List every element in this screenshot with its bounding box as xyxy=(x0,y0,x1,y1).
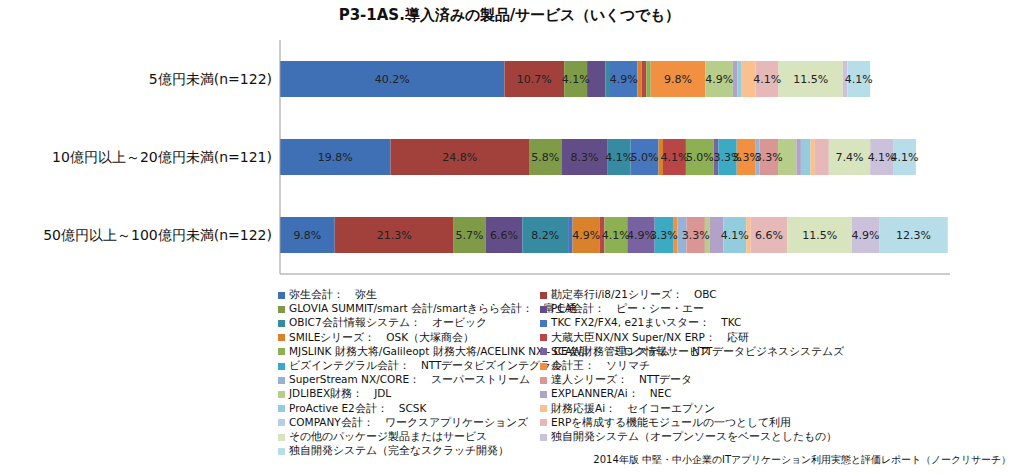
svg-text:10億円以上～20億円未満(n=121): 10億円以上～20億円未満(n=121) xyxy=(52,149,272,165)
svg-text:11.5%: 11.5% xyxy=(793,73,828,86)
html-text:2014年版 中堅・中小企業のITアプリケーション利用実態と: 2014年版 中堅・中小企業のITアプリケーション利用実態と評価レポート（ノーク… xyxy=(593,454,1011,465)
svg-text:9.8%: 9.8% xyxy=(664,73,692,86)
svg-text:5.8%: 5.8% xyxy=(531,151,559,164)
svg-text:5億円未満(n=122): 5億円未満(n=122) xyxy=(149,71,272,87)
svg-text:5.0%: 5.0% xyxy=(631,151,659,164)
svg-text:7.4%: 7.4% xyxy=(836,151,864,164)
svg-text:3.3%: 3.3% xyxy=(732,150,760,164)
html-text:財務応援Ai： セイコーエプソン: 財務応援Ai： セイコーエプソン xyxy=(551,401,716,414)
html-text:ProActive E2会計： SCSK: ProActive E2会計： SCSK xyxy=(289,401,427,414)
html-text:ERPを構成する機能モジュールの一つとして利用: ERPを構成する機能モジュールの一つとして利用 xyxy=(551,415,792,428)
svg-text:4.1%: 4.1% xyxy=(891,151,919,164)
svg-text:9.8%: 9.8% xyxy=(293,229,321,242)
html-text:勘定奉行i/i8/21シリーズ： OBC: 勘定奉行i/i8/21シリーズ： OBC xyxy=(551,288,717,300)
html-text:その他のパッケージ製品またはサービス: その他のパッケージ製品またはサービス xyxy=(289,430,487,442)
svg-text:4.1%: 4.1% xyxy=(562,73,590,86)
svg-text:21.3%: 21.3% xyxy=(377,229,412,242)
svg-text:4.1%: 4.1% xyxy=(845,73,873,86)
html-text:GLOVIA SUMMIT/smart 会計/smartきら: GLOVIA SUMMIT/smart 会計/smartきらら会計： 富士通 xyxy=(289,302,577,315)
svg-text:8.3%: 8.3% xyxy=(571,151,599,164)
html-text:SCAW財務管理システム： NTTデータビジネスシステムズ: SCAW財務管理システム： NTTデータビジネスシステムズ xyxy=(551,344,845,357)
html-text:弥生会計： 弥生: 弥生会計： 弥生 xyxy=(289,288,377,300)
svg-text:5.0%: 5.0% xyxy=(686,151,714,164)
svg-text:3.3%: 3.3% xyxy=(682,229,710,242)
svg-text:5.7%: 5.7% xyxy=(456,229,484,242)
svg-text:4.9%: 4.9% xyxy=(610,73,638,86)
svg-text:40.2%: 40.2% xyxy=(375,73,410,86)
svg-text:4.1%: 4.1% xyxy=(721,229,749,242)
html-text:JDLIBEX財務： JDL: JDLIBEX財務： JDL xyxy=(289,387,392,400)
html-text:P3-1AS.導入済みの製品/サービス（いくつでも）: P3-1AS.導入済みの製品/サービス（いくつでも） xyxy=(338,6,681,24)
svg-text:3.3%: 3.3% xyxy=(650,229,678,242)
html-text:独自開発システム（完全なスクラッチ開発）: 独自開発システム（完全なスクラッチ開発） xyxy=(289,444,509,457)
svg-text:24.8%: 24.8% xyxy=(442,151,477,164)
html-text:MJSLINK 財務大将/Galileopt 財務大将/AC: MJSLINK 財務大将/Galileopt 財務大将/ACELINK NX -… xyxy=(289,344,711,357)
svg-text:6.6%: 6.6% xyxy=(755,229,783,242)
svg-text:12.3%: 12.3% xyxy=(896,229,931,242)
html-text:会計王： ソリマチ: 会計王： ソリマチ xyxy=(551,359,650,371)
svg-text:3.3%: 3.3% xyxy=(713,150,742,164)
svg-text:10.7%: 10.7% xyxy=(517,73,552,86)
svg-text:4.1%: 4.1% xyxy=(867,150,896,164)
html-text:達人シリーズ： NTTデータ: 達人シリーズ： NTTデータ xyxy=(551,373,693,386)
html-text:SuperStream NX/CORE： スーパーストリーム: SuperStream NX/CORE： スーパーストリーム xyxy=(289,373,531,386)
svg-text:3.3%: 3.3% xyxy=(755,151,783,164)
svg-text:50億円以上～100億円未満(n=122): 50億円以上～100億円未満(n=122) xyxy=(43,227,272,243)
svg-text:6.6%: 6.6% xyxy=(490,229,518,242)
svg-text:4.9%: 4.9% xyxy=(705,73,733,86)
svg-text:4.9%: 4.9% xyxy=(627,228,655,242)
svg-text:4.1%: 4.1% xyxy=(602,229,630,242)
svg-text:4.9%: 4.9% xyxy=(572,229,600,242)
html-text:SMILEシリーズ： OSK（大塚商会）: SMILEシリーズ： OSK（大塚商会） xyxy=(289,330,475,343)
svg-text:4.1%: 4.1% xyxy=(660,151,688,164)
svg-text:11.5%: 11.5% xyxy=(802,229,837,242)
svg-text:4.1%: 4.1% xyxy=(605,151,633,164)
svg-text:4.1%: 4.1% xyxy=(753,73,781,86)
html-text:独自開発システム（オープンソースをベースとしたもの）: 独自開発システム（オープンソースをベースとしたもの） xyxy=(551,430,837,442)
svg-text:4.9%: 4.9% xyxy=(851,229,879,242)
html-text:ビズインテグラル会計： NTTデータビズインテグラル: ビズインテグラル会計： NTTデータビズインテグラル xyxy=(289,359,563,371)
html-text:大蔵大臣NX/NX Super/NX ERP： 応研: 大蔵大臣NX/NX Super/NX ERP： 応研 xyxy=(551,330,749,343)
html-text:PCA会計： ピー・シー・エー: PCA会計： ピー・シー・エー xyxy=(551,302,704,315)
html-text:OBIC7会計情報システム： オービック: OBIC7会計情報システム： オービック xyxy=(289,316,487,329)
html-text:COMPANY会計： ワークスアプリケーションズ: COMPANY会計： ワークスアプリケーションズ xyxy=(289,415,528,428)
html-text:TKC FX2/FX4, e21まいスター： TKC: TKC FX2/FX4, e21まいスター： TKC xyxy=(551,316,742,329)
svg-text:19.8%: 19.8% xyxy=(318,151,353,164)
svg-text:8.2%: 8.2% xyxy=(531,229,559,242)
html-text:EXPLANNER/Ai： NEC: EXPLANNER/Ai： NEC xyxy=(551,387,672,400)
